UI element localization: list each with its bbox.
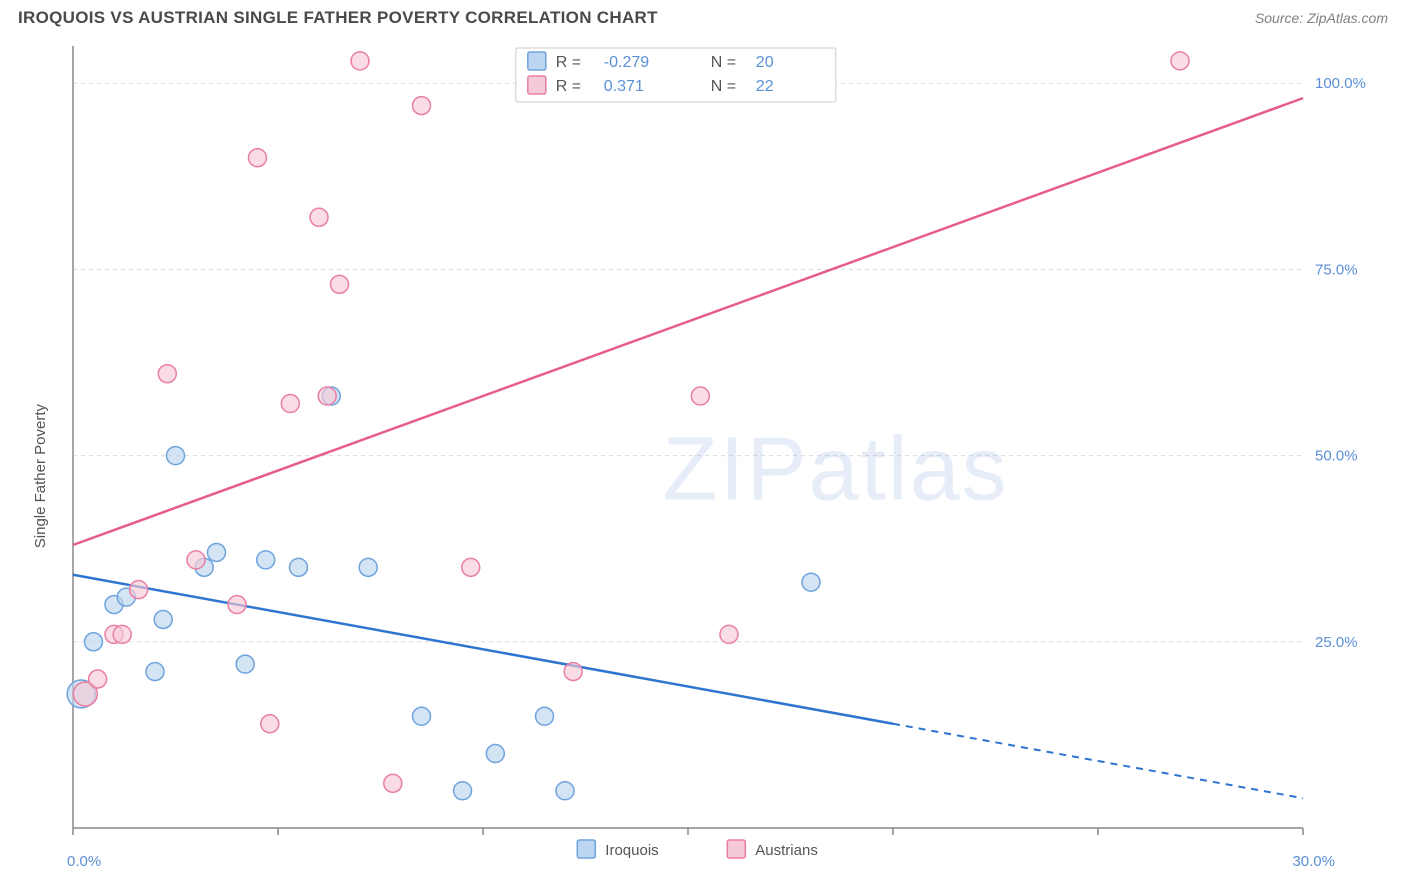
svg-text:30.0%: 30.0% (1292, 853, 1335, 870)
svg-text:25.0%: 25.0% (1315, 634, 1358, 651)
svg-text:0.371: 0.371 (604, 78, 644, 95)
chart-container: 25.0% 50.0% 75.0% 100.0% 0.0% 30.0% ZIPatlas Si… (18, 36, 1388, 884)
svg-text:ZIPatlas: ZIPatlas (663, 420, 1009, 520)
svg-text:N =: N = (711, 54, 736, 71)
source-label: Source: ZipAtlas.com (1255, 10, 1388, 26)
svg-text:50.0%: 50.0% (1315, 448, 1358, 465)
svg-text:20: 20 (756, 54, 774, 71)
svg-text:100.0%: 100.0% (1315, 75, 1366, 92)
svg-text:N =: N = (711, 78, 736, 95)
svg-text:Single Father Poverty: Single Father Poverty (32, 403, 49, 548)
header: IROQUOIS VS AUSTRIAN SINGLE FATHER POVER… (0, 0, 1406, 34)
svg-text:R =: R = (556, 54, 581, 71)
svg-text:-0.279: -0.279 (604, 54, 649, 71)
svg-text:R =: R = (556, 78, 581, 95)
svg-text:22: 22 (756, 78, 774, 95)
scatter-chart: 25.0% 50.0% 75.0% 100.0% 0.0% 30.0% ZIPatlas Si… (18, 36, 1388, 884)
svg-text:Iroquois: Iroquois (605, 842, 658, 859)
svg-text:Austrians: Austrians (755, 842, 818, 859)
svg-text:0.0%: 0.0% (67, 853, 101, 870)
svg-text:75.0%: 75.0% (1315, 261, 1358, 278)
chart-title: IROQUOIS VS AUSTRIAN SINGLE FATHER POVER… (18, 8, 658, 28)
